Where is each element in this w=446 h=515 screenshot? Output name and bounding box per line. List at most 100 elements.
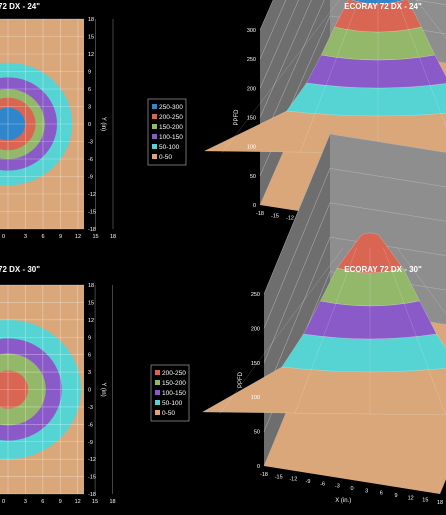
surface-band-200-250 [336, 232, 404, 274]
z-grid-line [414, 0, 446, 5]
legend-swatch-150-200 [152, 124, 157, 129]
chart-title: ECORAY 72 DX - 24" [344, 2, 422, 11]
x-tick-label-cut: 0 [2, 499, 5, 505]
x-tick-label-cut: 0 [2, 234, 5, 240]
x-tick-label: 12 [75, 499, 81, 505]
x-tick-label: -6 [320, 481, 325, 487]
z-tick-label: 0 [253, 203, 256, 209]
y-tick-label: -6 [88, 157, 93, 163]
legend-swatch-50-100 [155, 400, 160, 405]
z-grid-line [263, 133, 331, 295]
z-tick-label: 0 [257, 464, 260, 470]
x-tick-label: 6 [41, 499, 44, 505]
z-grid-line [329, 168, 446, 188]
z-grid-line [259, 0, 274, 31]
y-tick-label: 3 [88, 105, 91, 111]
y-tick-label: -12 [88, 457, 96, 463]
contour-band-200-250 [0, 370, 29, 409]
legend-entry: 200-250 [159, 114, 183, 121]
legend-box [147, 98, 187, 166]
surface-mesh-line [383, 248, 446, 415]
y-tick-label: 9 [88, 70, 91, 76]
legend-contour_30 [150, 364, 190, 422]
y-tick-label: 3 [88, 370, 91, 376]
z-tick-label: 150 [247, 116, 256, 122]
chart-title: 72 DX - 30" [0, 265, 40, 274]
x-tick-label: 18 [437, 500, 443, 506]
z-tick-label: 100 [251, 395, 260, 401]
x-tick-label: 3 [365, 488, 368, 494]
x-tick-label: 15 [422, 498, 428, 504]
legend-swatch-100-150 [155, 390, 160, 395]
legend-entry: 200-250 [162, 370, 186, 377]
z-grid-line [263, 202, 331, 363]
x-tick-label: 6 [41, 234, 44, 240]
y-tick-label: -3 [88, 140, 93, 146]
y-tick-label: 18 [88, 283, 94, 289]
y-tick-label: -9 [88, 175, 93, 181]
y-axis-label: Y (in) [100, 117, 106, 131]
y-tick-label: -6 [88, 422, 93, 428]
y-tick-label: -15 [88, 475, 96, 481]
x-tick-label: 15 [92, 234, 98, 240]
z-tick-label: 300 [247, 28, 256, 34]
legend-swatch-150-200 [155, 380, 160, 385]
z-tick-label: 200 [247, 86, 256, 92]
legend-entry: 150-200 [159, 124, 183, 131]
x-tick-label: 0 [350, 486, 353, 492]
legend-swatch-0-50 [152, 154, 157, 159]
y-tick-label: -3 [88, 405, 93, 411]
y-tick-label: -12 [88, 192, 96, 198]
x-tick-label: 3 [24, 499, 27, 505]
legend-swatch-200-250 [155, 370, 160, 375]
surface-mesh-line [416, 0, 446, 39]
surface-chart-surface_30 [201, 133, 446, 494]
legend-entry: 50-100 [162, 400, 183, 407]
surface-mesh-line [299, 0, 359, 154]
y-tick-label: 12 [88, 318, 94, 324]
y-tick-label: 9 [88, 335, 91, 341]
x-tick-label: -18 [260, 472, 268, 478]
z-tick-label: 50 [250, 174, 256, 180]
contour-chart-contour_30 [0, 284, 113, 495]
y-tick-label: 15 [88, 300, 94, 306]
y-tick-label: 15 [88, 35, 94, 41]
surface-mesh-line [396, 247, 446, 315]
y-tick-label: -18 [88, 227, 96, 233]
chart-title: ECORAY 72 DX - 30" [344, 265, 422, 274]
legend-entry: 0-50 [159, 154, 172, 161]
y-tick-label: -15 [88, 210, 96, 216]
x-tick-label: 15 [92, 499, 98, 505]
surface-band-50-100 [281, 333, 446, 373]
z-tick-label: 250 [247, 57, 256, 63]
x-tick-label: -15 [271, 213, 279, 219]
z-grid-line [259, 0, 299, 89]
z-tick-label: 150 [251, 361, 260, 367]
z-tick-label: 250 [251, 292, 260, 298]
x-tick-label: -3 [335, 484, 340, 490]
x-tick-label: 12 [408, 495, 414, 501]
z-grid-line [259, 0, 312, 118]
legend-swatch-250-300 [152, 104, 157, 109]
z-axis-label: PPFD [238, 371, 244, 388]
x-tick-label: 18 [110, 234, 116, 240]
y-axis-label: Y (in) [100, 382, 106, 396]
x-tick-label: 9 [394, 493, 397, 499]
contour-band-250-300 [0, 107, 26, 141]
contour-chart-contour_24 [0, 18, 114, 230]
y-tick-label: 12 [88, 52, 94, 58]
surface-mesh-line [294, 248, 357, 415]
surface-band-0-50 [201, 366, 446, 416]
z-tick-label: 100 [247, 145, 256, 151]
legend-entry: 50-100 [159, 144, 180, 151]
y-tick-label: 18 [88, 17, 94, 23]
y-tick-label: 6 [88, 353, 91, 359]
legend-entry: 100-150 [162, 390, 186, 397]
z-tick-label: 50 [254, 430, 260, 436]
x-tick-label: -15 [275, 474, 283, 480]
z-grid-line [259, 0, 287, 60]
legend-swatch-100-150 [152, 134, 157, 139]
legend-swatch-50-100 [152, 144, 157, 149]
x-tick-label: 9 [59, 234, 62, 240]
y-tick-label: -18 [88, 492, 96, 498]
